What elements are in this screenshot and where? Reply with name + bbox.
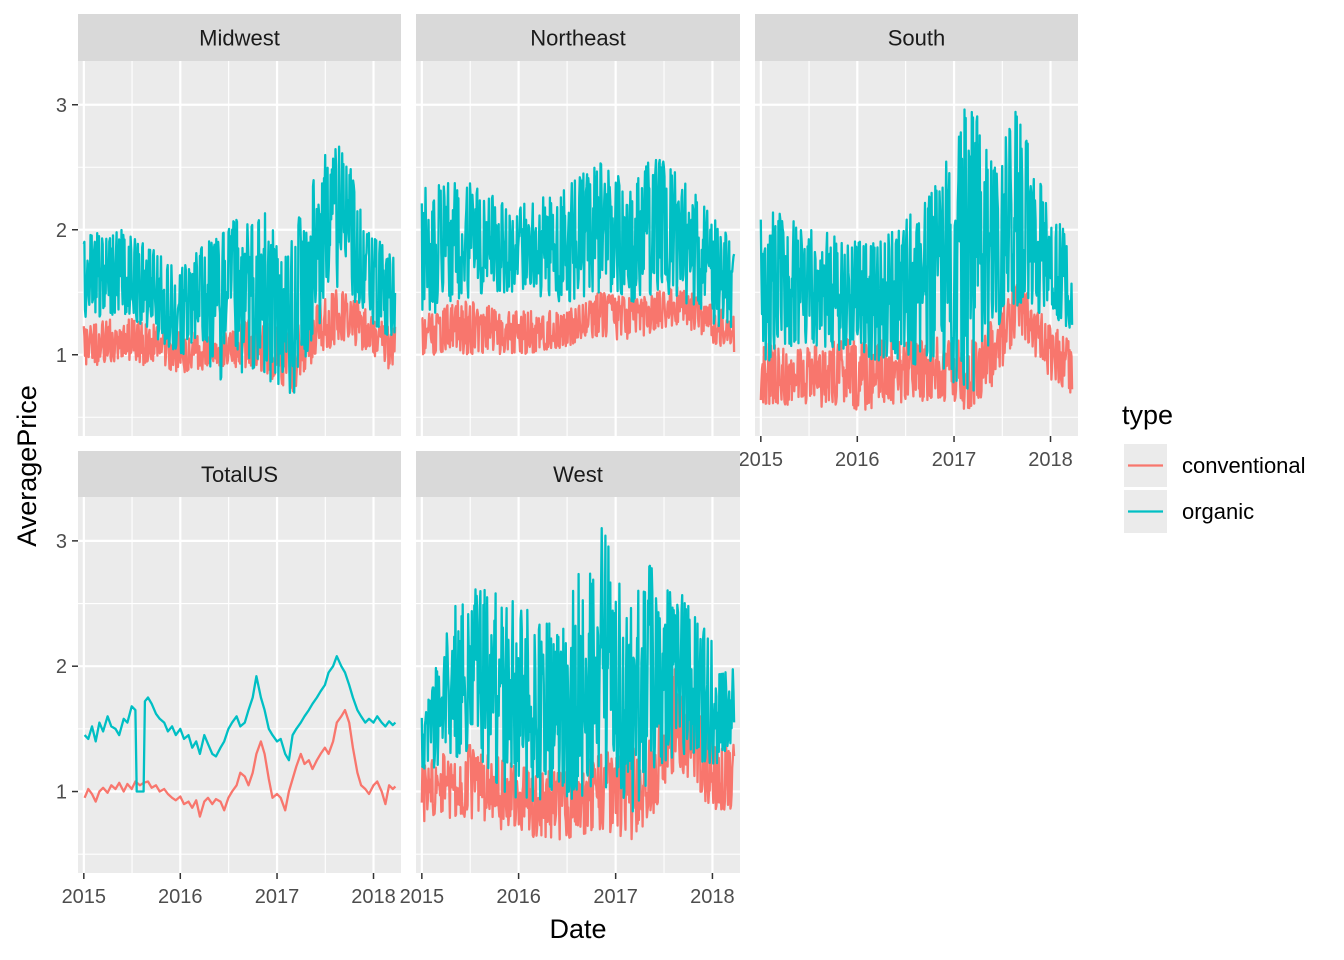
x-tick-label: 2016 <box>496 886 541 908</box>
x-tick-label: 2016 <box>158 886 203 908</box>
strip-label-south: South <box>888 26 946 51</box>
y-tick-label: 1 <box>56 345 67 367</box>
series-line-northeast-conventional <box>421 286 736 356</box>
legend-label-conventional: conventional <box>1182 453 1306 478</box>
x-tick-label: 2017 <box>932 449 977 471</box>
x-tick-label: 2016 <box>835 449 880 471</box>
panel-background-totalus <box>78 497 401 873</box>
series-line-south-organic <box>759 108 1074 392</box>
panel-totalus: TotalUS 1 2 3 2015 2016 2017 2018 <box>56 451 401 908</box>
strip-midwest <box>78 14 401 61</box>
series-line-northeast-organic <box>420 158 736 329</box>
series-group-totalus <box>83 655 397 818</box>
x-tick-label: 2015 <box>62 886 107 908</box>
y-tick-label: 3 <box>56 531 67 553</box>
x-tick-label: 2015 <box>739 449 784 471</box>
legend-entry-conventional: conventional <box>1124 444 1306 487</box>
legend: type conventional organic <box>1122 400 1306 533</box>
series-group-west <box>420 527 736 841</box>
y-tick-label: 3 <box>56 95 67 117</box>
series-group-south <box>759 108 1074 411</box>
legend-entry-organic: organic <box>1124 490 1254 533</box>
x-tick-label: 2018 <box>351 886 396 908</box>
legend-title: type <box>1122 400 1173 430</box>
series-line-midwest-organic <box>82 145 397 395</box>
series-group-northeast <box>420 158 736 356</box>
x-axis-title: Date <box>549 914 606 944</box>
legend-label-organic: organic <box>1182 499 1254 524</box>
series-line-totalus-organic <box>83 655 397 793</box>
x-tick-label: 2017 <box>255 886 300 908</box>
x-tick-label: 2018 <box>1028 449 1073 471</box>
strip-south <box>755 14 1078 61</box>
strip-label-midwest: Midwest <box>199 26 280 51</box>
series-line-midwest-conventional <box>82 289 397 393</box>
y-axis-title: AveragePrice <box>12 385 42 547</box>
strip-west <box>416 451 740 497</box>
panel-midwest: Midwest 1 2 3 <box>56 14 401 436</box>
panel-northeast: Northeast <box>416 14 740 436</box>
y-tick-label: 1 <box>56 782 67 804</box>
strip-label-totalus: TotalUS <box>201 462 278 487</box>
strip-label-west: West <box>553 462 603 487</box>
x-tick-label: 2015 <box>400 886 445 908</box>
panel-south: South 2015 2016 2017 2018 <box>739 14 1078 471</box>
x-tick-label: 2017 <box>593 886 638 908</box>
strip-label-northeast: Northeast <box>530 26 625 51</box>
series-line-west-organic <box>420 527 736 813</box>
strip-totalus <box>78 451 401 497</box>
y-tick-label: 2 <box>56 220 67 242</box>
series-group-midwest <box>82 145 397 395</box>
x-tick-label: 2018 <box>690 886 735 908</box>
strip-northeast <box>416 14 740 61</box>
y-tick-label: 2 <box>56 656 67 678</box>
panels-layer: Midwest 1 2 3 Northeast South 2015 2016 2017 2018… <box>56 14 1078 908</box>
panel-west: West 2015 2016 2017 2018 <box>400 451 740 908</box>
